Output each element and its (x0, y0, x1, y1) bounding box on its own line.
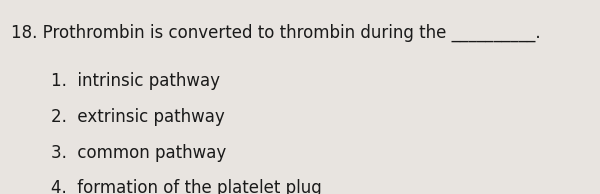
Text: 1.  intrinsic pathway: 1. intrinsic pathway (51, 72, 220, 90)
Text: 3.  common pathway: 3. common pathway (51, 144, 226, 162)
Text: 2.  extrinsic pathway: 2. extrinsic pathway (51, 108, 225, 126)
Text: 4.  formation of the platelet plug: 4. formation of the platelet plug (51, 179, 322, 194)
Text: 18. Prothrombin is converted to thrombin during the __________.: 18. Prothrombin is converted to thrombin… (11, 23, 541, 42)
